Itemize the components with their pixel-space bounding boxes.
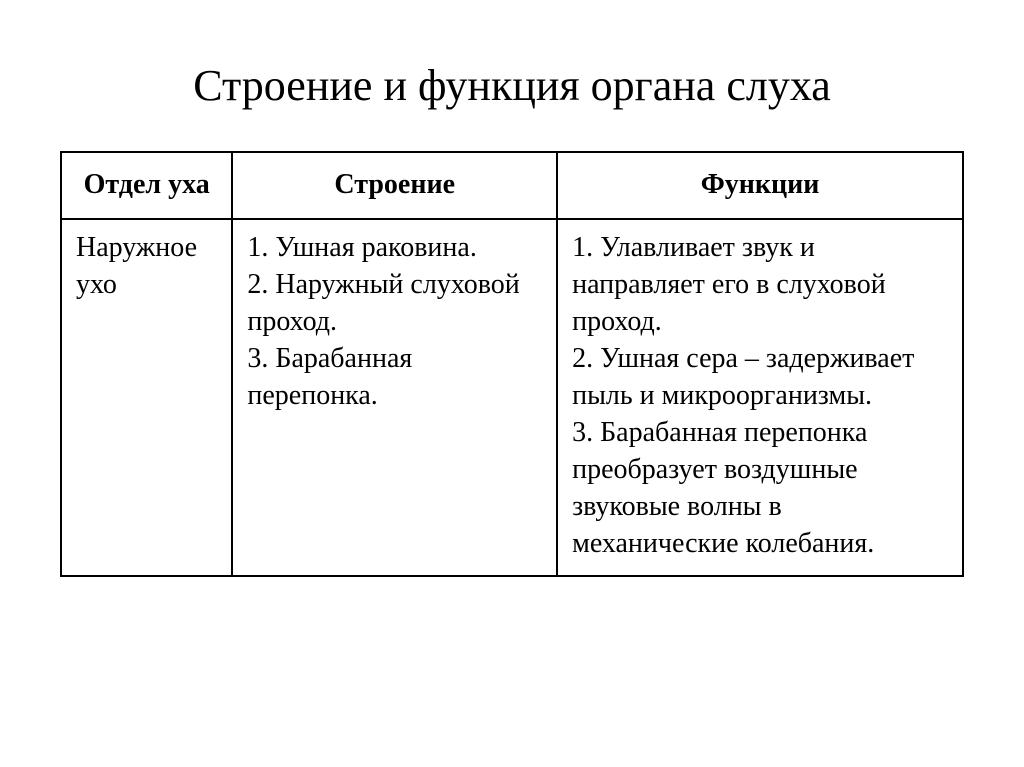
header-section: Отдел уха (61, 152, 232, 219)
slide-title: Строение и функция органа слуха (60, 60, 964, 111)
slide: Строение и функция органа слуха Отдел ух… (0, 0, 1024, 767)
cell-structure: 1. Ушная раковина.2. Наружный слуховой п… (232, 219, 557, 576)
cell-functions: 1. Улавливает звук и направляет его в сл… (557, 219, 963, 576)
cell-section: Наружное ухо (61, 219, 232, 576)
table-row: Наружное ухо 1. Ушная раковина.2. Наружн… (61, 219, 963, 576)
header-functions: Функции (557, 152, 963, 219)
table-header-row: Отдел уха Строение Функции (61, 152, 963, 219)
structure-function-table: Отдел уха Строение Функции Наружное ухо … (60, 151, 964, 577)
header-structure: Строение (232, 152, 557, 219)
